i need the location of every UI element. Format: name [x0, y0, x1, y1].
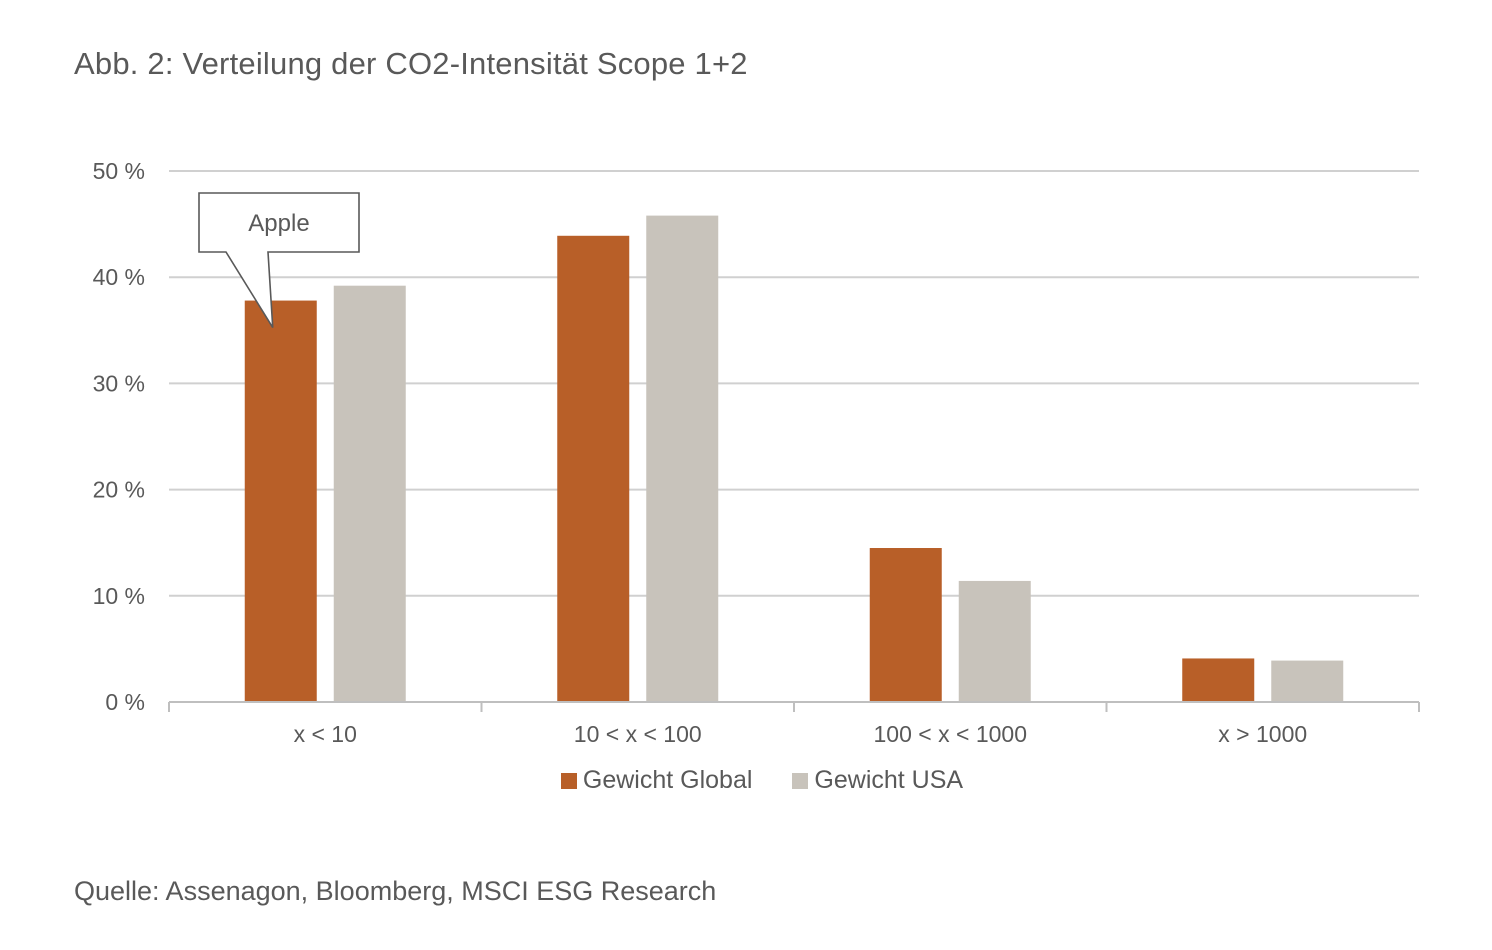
legend-label-usa: Gewicht USA — [814, 766, 964, 794]
y-tick-label: 30 % — [93, 370, 145, 396]
bar-global — [244, 300, 317, 702]
bar-global — [557, 235, 630, 703]
legend-item-global: Gewicht Global — [560, 766, 753, 795]
bar-usa — [646, 215, 719, 702]
callout-box — [198, 192, 360, 328]
legend-item-usa: Gewicht USA — [792, 766, 963, 795]
legend-label-global: Gewicht Global — [582, 766, 753, 794]
x-tick-label: 100 < x < 1000 — [874, 721, 1027, 747]
x-axis — [168, 701, 1420, 712]
legend-swatch-usa — [792, 772, 809, 789]
source-note: Quelle: Assenagon, Bloomberg, MSCI ESG R… — [74, 876, 717, 906]
callout-label: Apple — [248, 210, 309, 237]
y-axis-ticks: 0 % 10 % 20 % 30 % 40 % 50 % — [93, 158, 145, 715]
y-tick-label: 40 % — [93, 264, 145, 290]
y-tick-label: 50 % — [93, 158, 145, 184]
bar-global — [869, 548, 942, 702]
bar-usa — [958, 580, 1031, 702]
x-axis-ticks: x < 10 10 < x < 100 100 < x < 1000 x > 1000 — [294, 721, 1308, 747]
bar-usa — [333, 285, 406, 702]
chart-title: Abb. 2: Verteilung der CO2-Intensität Sc… — [74, 46, 748, 81]
bars — [244, 215, 1344, 703]
bar-global — [1182, 658, 1255, 702]
x-tick-label: 10 < x < 100 — [574, 721, 702, 747]
legend: Gewicht Global Gewicht USA — [0, 766, 1492, 795]
y-tick-label: 20 % — [93, 477, 145, 503]
y-tick-label: 0 % — [105, 689, 145, 715]
x-tick-label: x > 1000 — [1218, 721, 1307, 747]
y-tick-label: 10 % — [93, 583, 145, 609]
bar-usa — [1271, 660, 1344, 702]
annotations: Apple — [198, 192, 360, 328]
legend-swatch-global — [560, 772, 577, 789]
x-tick-label: x < 10 — [294, 721, 357, 747]
